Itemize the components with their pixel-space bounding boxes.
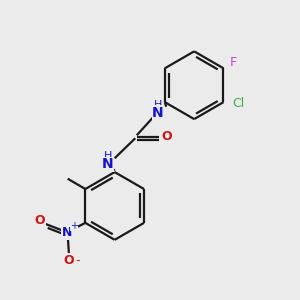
Text: N: N bbox=[62, 226, 73, 239]
Text: -: - bbox=[75, 254, 80, 267]
Text: N: N bbox=[102, 157, 114, 171]
Text: H: H bbox=[104, 152, 112, 161]
Text: O: O bbox=[161, 130, 172, 143]
Text: N: N bbox=[152, 106, 164, 120]
Text: F: F bbox=[230, 56, 237, 70]
Text: O: O bbox=[64, 254, 74, 267]
Text: +: + bbox=[70, 221, 78, 231]
Text: Cl: Cl bbox=[232, 97, 244, 110]
Text: O: O bbox=[34, 214, 45, 227]
Text: H: H bbox=[154, 100, 162, 110]
